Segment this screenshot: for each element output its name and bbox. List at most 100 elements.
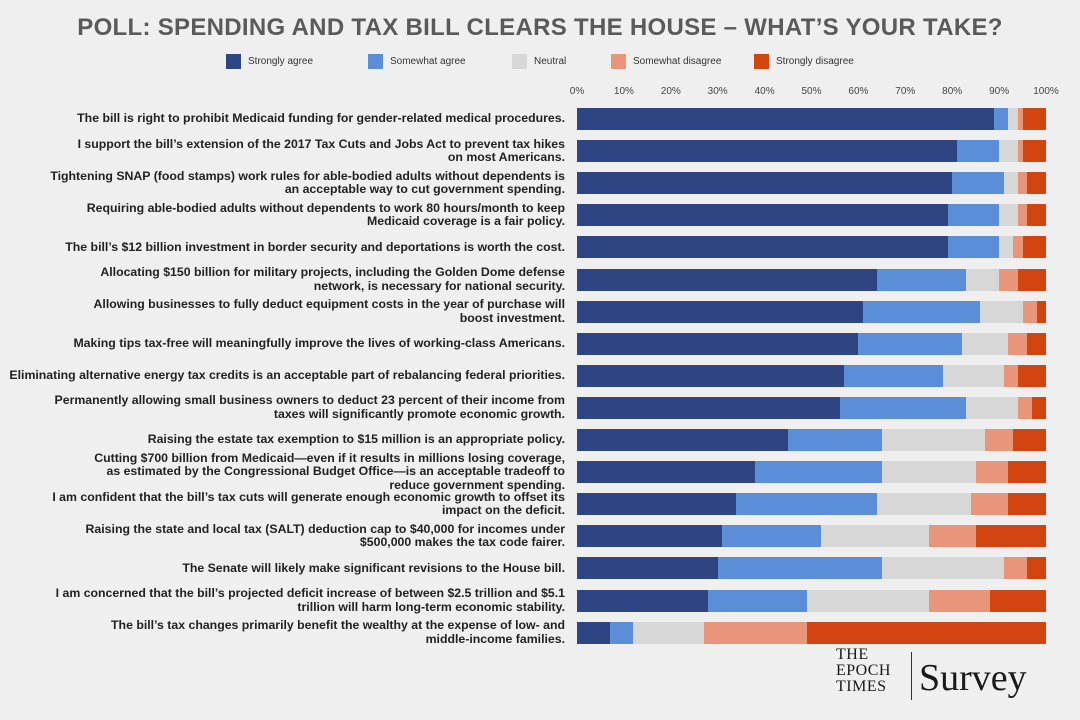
bar-segment [717,557,882,580]
legend-swatch [512,54,527,69]
logo-divider [911,652,912,700]
x-tick-label: 50% [801,86,822,97]
bar-segment [999,268,1018,291]
category-label: I am concerned that the bill’s projected… [55,586,565,614]
category-label: The bill’s $12 billion investment in bor… [65,239,565,254]
bar-segment [961,332,1009,355]
bar-segment [1022,140,1046,163]
bar-segment [966,396,1018,419]
bar-segment [609,621,634,644]
legend-item: Somewhat disagree [611,54,721,69]
bar-segment [994,108,1009,130]
x-tick-label: 30% [707,86,728,97]
category-label: The Senate will likely make significant … [182,560,565,575]
bar-segment [928,589,990,612]
bar-segment [999,140,1018,163]
bar-segment [966,268,1000,291]
bar-segment [877,268,967,291]
bar-segment [577,557,718,580]
category-label: I support the bill’s extension of the 20… [77,136,565,165]
legend-label: Strongly agree [248,56,314,67]
bar-segment [1013,429,1046,451]
legend-swatch [611,54,626,69]
bar-segment [1017,396,1032,419]
x-tick-label: 80% [942,86,963,97]
legend-label: Neutral [534,56,567,67]
bar-segment [577,429,789,451]
bar-segment [577,204,948,227]
bar-segment [1036,300,1046,323]
bar-segment [1017,364,1046,387]
bar-segment [722,525,821,548]
chart-title: POLL: SPENDING AND TAX BILL CLEARS THE H… [77,14,1003,41]
bar-segment [942,364,1004,387]
bar-segment [577,108,995,130]
bar-segment [1017,268,1046,291]
x-tick-label: 20% [660,86,681,97]
bar-segment [999,204,1018,227]
bar-segment [577,621,610,644]
category-label: Raising the estate tax exemption to $15 … [147,432,565,447]
legend-label: Somewhat disagree [633,56,722,67]
category-label: The bill’s tax changes primarily benefit… [111,618,565,646]
bar-segment [577,589,709,612]
x-tick-label: 40% [754,86,775,97]
legend-swatch [226,54,241,69]
bar-segment [1017,204,1028,227]
survey-wordmark: Survey [919,657,1027,699]
x-tick-label: 10% [613,86,634,97]
bar-segment [839,396,967,419]
bar-segment [577,332,859,355]
legend-label: Somewhat agree [390,56,466,67]
bar-segment [1022,300,1037,323]
bar-segment [980,300,1023,323]
logo-line-3: TIMES [836,678,887,695]
bar-segment [928,525,976,548]
bar-segment [1017,108,1023,130]
bar-segment [975,525,1046,548]
bar-segment [1027,557,1046,580]
epoch-times-logo: THE EPOCH TIMES [836,647,891,695]
bar-segment [952,172,1004,195]
legend-item: Strongly disagree [754,54,854,69]
category-label: Eliminating alternative energy tax credi… [9,368,565,383]
legend-swatch [368,54,383,69]
bar-segment [956,140,1000,163]
category-label: I am confident that the bill’s tax cuts … [52,489,565,518]
bar-segment [1008,493,1046,516]
bar-segment [1027,332,1046,355]
x-tick-label: 70% [895,86,916,97]
bar-segment [1031,396,1046,419]
bar-segment [755,461,882,484]
bar-segment [881,461,976,484]
bar-segment [1022,108,1046,130]
bar-segment [577,236,948,259]
bar-segment [989,589,1046,612]
bar-segment [788,429,882,451]
bar-segment [577,396,840,419]
bar-segment [820,525,929,548]
bar-segment [947,236,1000,259]
bar-segment [1008,461,1046,484]
bar-segment [1017,140,1023,163]
bar-segment [703,621,807,644]
bar-segment [806,589,929,612]
bar-segment [577,300,864,323]
bar-segment [881,429,986,451]
bar-segment [881,557,1004,580]
legend-item: Strongly agree [226,54,313,69]
bar-segment [1022,236,1046,259]
category-label: Allowing businesses to fully deduct equi… [93,297,565,325]
bar-segment [708,589,807,612]
bar-segment [863,300,981,323]
bar-segment [577,172,953,195]
legend-item: Somewhat agree [368,54,466,69]
bar-segment [1003,364,1018,387]
legend-item: Neutral [512,54,566,69]
bar-segment [577,461,756,484]
category-label: Making tips tax-free will meaningfully i… [73,335,565,350]
bar-segment [736,493,878,516]
category-label: Tightening SNAP (food stamps) work rules… [50,168,565,197]
bar-segment [1008,108,1018,130]
bar-segment [1027,204,1046,227]
